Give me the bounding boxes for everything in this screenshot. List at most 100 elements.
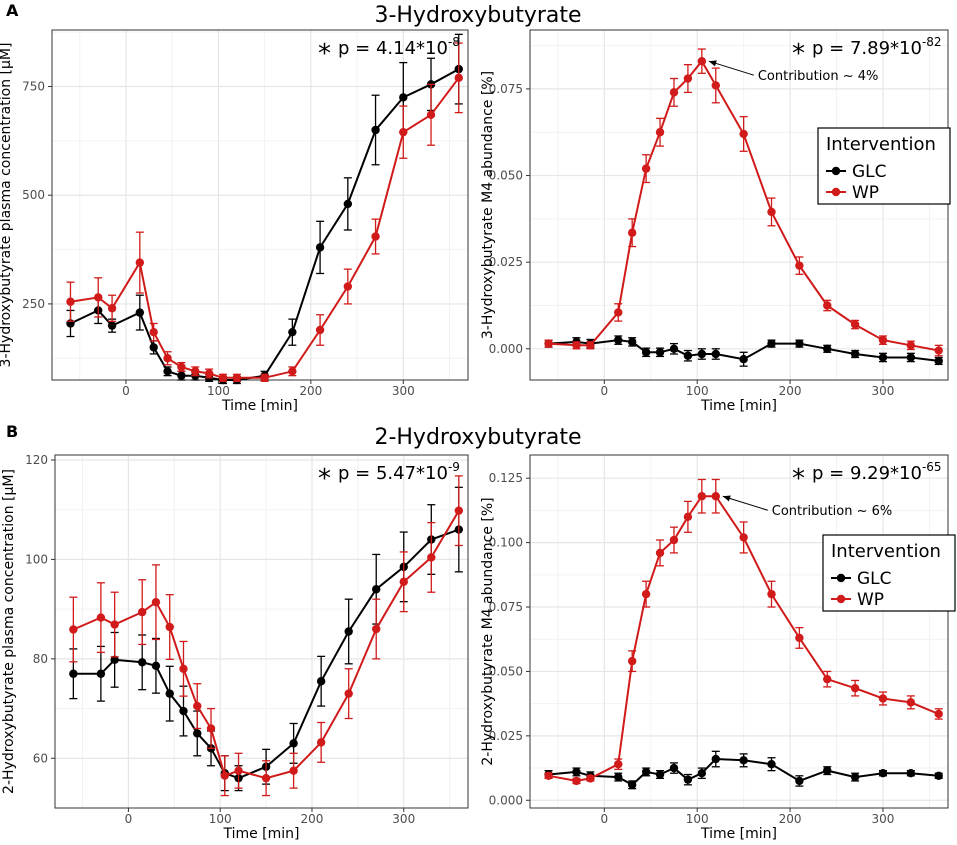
data-point-wp [107,304,117,313]
data-point-glc [177,371,186,380]
chart-A-right: 0 100 200 300 0.000 0.025 0.050 0.075 Time [min]… [480,29,951,414]
y-axis-title: 2-Hydroxybutyrate plasma concentration [… [1,469,17,794]
data-point-glc [934,356,943,366]
y-tick-label: 250 [22,297,45,311]
data-point-wp [669,535,679,545]
data-point-wp [371,232,380,241]
legend-entry-wp: WP [852,183,879,203]
y-tick-label: 100 [25,552,48,566]
data-point-glc [107,321,117,330]
data-point-wp [906,341,916,350]
data-point-wp [427,553,436,562]
data-point-wp [110,620,119,629]
data-point-wp [655,128,665,137]
data-point-wp [343,282,353,291]
data-point-glc [697,349,707,359]
data-point-glc [878,353,888,362]
x-tick-label: 300 [392,812,415,826]
data-point-wp [711,492,720,501]
y-axis-title: 3-Hydroxybutyrate plasma concentration [… [0,43,14,368]
data-point-glc [850,349,860,359]
x-axis-title: Time [min] [221,398,298,414]
data-point-wp [316,738,326,747]
data-point-wp [177,362,186,372]
chart-B-right: 0 100 200 300 0.000 0.025 0.050 0.075 0.100 0.125… [480,454,956,842]
data-point-wp [669,88,679,97]
plot-frame [529,454,949,809]
data-point-wp [627,228,637,237]
data-point-wp [151,597,161,607]
pvalue-exponent: -65 [922,460,942,474]
data-point-glc [627,337,637,347]
data-point-glc [683,351,693,360]
data-point-glc [137,658,147,667]
y-tick-label: 60 [33,751,48,765]
data-point-wp [627,656,637,666]
legend-swatch-point [831,166,841,176]
data-point-wp [204,369,214,378]
y-tick-label: 0.025 [489,255,523,269]
series-wp [69,475,464,797]
data-point-wp [683,512,693,522]
data-point-wp [572,776,581,786]
data-point-wp [218,373,228,383]
legend-swatch-point [831,187,841,197]
data-point-glc [934,771,943,780]
panel-letter-a: A [6,1,19,20]
y-tick-label: 0.075 [489,600,523,614]
data-point-glc [850,772,860,782]
panel-letter-b: B [6,422,18,441]
series-wp [544,48,943,357]
data-point-wp [261,773,271,783]
y-tick-label: 0.100 [489,536,523,550]
data-point-glc [288,327,297,337]
data-point-wp [586,774,595,783]
data-point-wp [315,325,325,335]
x-tick-label: 0 [600,384,608,398]
data-point-wp [767,207,776,217]
data-point-glc [697,769,707,778]
pvalue-exponent: -8 [448,35,460,49]
data-point-glc [641,767,651,777]
data-point-glc [163,367,172,376]
y-tick-label: 0.050 [489,664,523,678]
data-point-glc [179,706,188,716]
data-point-wp [165,622,174,632]
data-point-wp [711,81,720,90]
data-point-wp [795,261,804,270]
data-point-wp [260,373,269,383]
pvalue-star: * [792,464,805,494]
data-point-glc [165,689,174,698]
data-point-glc [878,769,888,778]
data-point-wp [399,577,408,586]
y-tick-label: 120 [25,453,48,467]
pvalue-exponent: -82 [922,35,942,49]
data-point-wp [850,320,860,329]
data-point-glc [823,344,832,354]
data-point-glc [289,739,298,748]
y-tick-label: 0.075 [489,82,523,96]
annotation-arrow-head [708,60,717,67]
data-point-glc [641,348,651,357]
x-tick-label: 300 [872,384,895,398]
data-point-wp [878,694,888,703]
chart-B-left: 0 100 200 300 60 80 100 120 Time [min] 2-Hydroxyb… [1,453,469,842]
series-wp [544,478,943,786]
section-title-2-hydroxybutyrate: 2-Hydroxybutyrate [374,425,581,450]
data-point-glc [823,766,832,775]
data-point-glc [614,335,623,345]
x-tick-label: 200 [301,812,324,826]
y-tick-label: 500 [22,188,45,202]
annotation-arrow-line [722,495,768,511]
data-point-wp [878,335,888,345]
pvalue-text: p = 7.89*10-82 [812,35,942,59]
data-point-wp [823,674,832,684]
data-point-wp [289,766,298,775]
x-tick-label: 100 [209,812,232,826]
data-point-wp [739,129,748,139]
data-point-glc [572,767,581,777]
data-point-glc [343,199,353,209]
data-point-wp [697,492,707,501]
